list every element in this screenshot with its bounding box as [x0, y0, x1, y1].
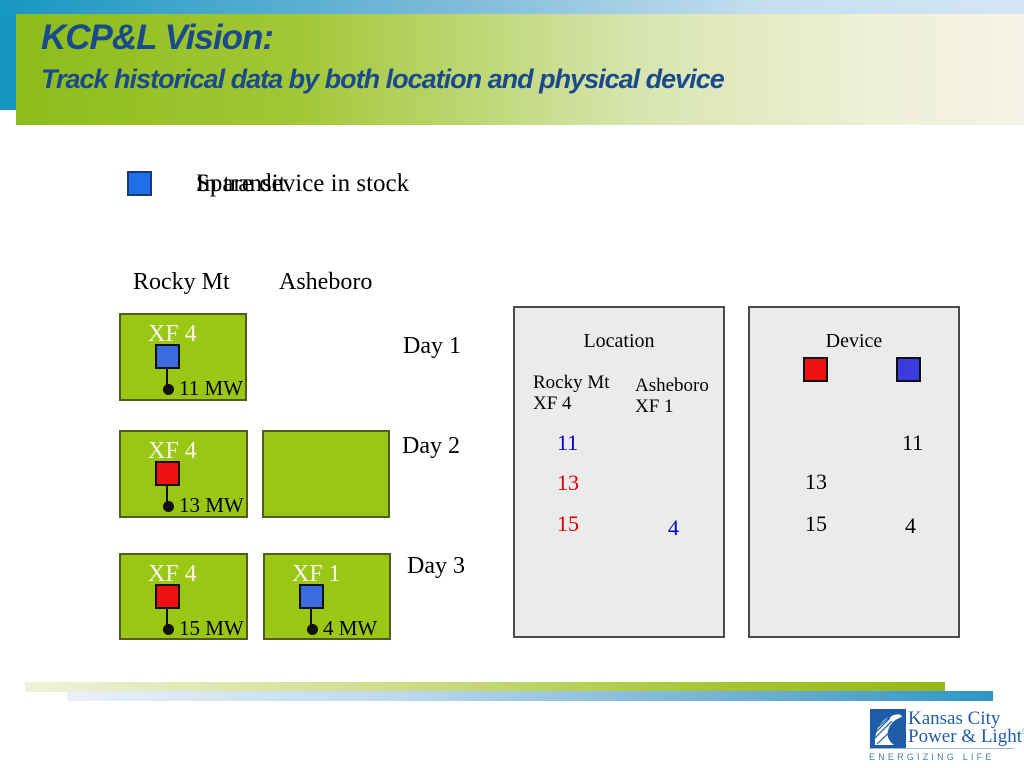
- connector-line: [166, 486, 168, 503]
- load-value: 15 MW: [179, 616, 244, 640]
- day-1-label: Day 1: [403, 333, 461, 359]
- title-banner: [16, 14, 1024, 125]
- substation-box-day3-rocky: XF 4 15 MW: [119, 553, 248, 640]
- location-value: 15: [557, 511, 579, 536]
- connector-dot-icon: [163, 501, 174, 512]
- load-value: 11 MW: [179, 376, 243, 400]
- slide-title: KCP&L Vision:: [41, 18, 274, 57]
- location-value: 4: [668, 515, 679, 540]
- device-history-panel: Device 11 13 15 4: [748, 306, 960, 638]
- logo-text-line1: Kansas City: [908, 708, 1001, 729]
- day-2-label: Day 2: [402, 433, 460, 459]
- location-value: 13: [557, 470, 579, 495]
- device-value: 4: [905, 513, 916, 538]
- location-col1-header: Rocky Mt XF 4: [533, 372, 610, 414]
- spare-device-square-icon: [896, 357, 921, 382]
- in-service-device-square-icon: [155, 461, 180, 486]
- footer-blue-bar: [67, 691, 993, 701]
- transformer-label: XF 4: [148, 561, 197, 587]
- lightbulb-icon: [873, 714, 902, 745]
- location-col2-header: Asheboro XF 1: [635, 375, 709, 417]
- slide-subtitle: Track historical data by both location a…: [41, 64, 725, 94]
- footer-green-bar: [25, 682, 945, 692]
- registered-mark: ®: [1022, 727, 1024, 737]
- top-accent-strip: [0, 0, 1024, 14]
- transformer-label: XF 1: [292, 561, 341, 587]
- left-accent-strip: [0, 14, 16, 110]
- location-value: 11: [557, 430, 579, 455]
- device-value: 15: [805, 511, 827, 536]
- in-service-device-square-icon: [155, 584, 180, 609]
- load-value: 4 MW: [323, 616, 378, 640]
- connector-line: [310, 609, 312, 626]
- substation-box-day1-rocky: XF 4 11 MW: [119, 313, 247, 401]
- connector-dot-icon: [163, 384, 174, 395]
- column-header-asheboro: Asheboro: [279, 269, 373, 295]
- logo-tagline: ENERGIZING LIFE: [869, 752, 995, 762]
- location-col2-line1: Asheboro: [635, 375, 709, 396]
- substation-box-day2-asheboro-empty: [262, 430, 390, 518]
- substation-box-day2-rocky: XF 4 13 MW: [119, 430, 248, 518]
- connector-dot-icon: [307, 624, 318, 635]
- device-value: 11: [902, 430, 924, 455]
- transformer-label: XF 4: [148, 438, 197, 464]
- spare-device-square-icon: [155, 344, 180, 369]
- connector-line: [166, 609, 168, 626]
- day-3-label: Day 3: [407, 553, 465, 579]
- location-history-panel: Location Rocky Mt XF 4 Asheboro XF 1 11 …: [513, 306, 725, 638]
- device-panel-title: Device: [825, 330, 883, 352]
- logo-text-line2: Power & Light®: [908, 726, 1024, 748]
- substation-box-day3-asheboro: XF 1 4 MW: [263, 553, 391, 640]
- logo-divider-line: [869, 748, 1014, 749]
- spare-device-square-icon: [299, 584, 324, 609]
- location-col1-line2: XF 4: [533, 393, 572, 414]
- legend-label-spare-in-stock: Spare device in stock: [196, 170, 410, 197]
- location-col1-line1: Rocky Mt: [533, 372, 610, 393]
- connector-line: [166, 369, 168, 386]
- legend-label-in-transit: In transit: [196, 170, 286, 197]
- in-service-device-square-icon: [803, 357, 828, 382]
- column-header-rocky-mt: Rocky Mt: [133, 269, 230, 295]
- logo-text-line2-text: Power & Light: [908, 726, 1022, 747]
- transformer-label: XF 4: [148, 321, 197, 347]
- spare-device-swatch-icon: [127, 171, 152, 196]
- kcpl-logo-icon: [870, 709, 906, 749]
- location-panel-title: Location: [583, 330, 655, 352]
- location-col2-line2: XF 1: [635, 396, 674, 417]
- connector-dot-icon: [163, 624, 174, 635]
- device-value: 13: [805, 469, 827, 494]
- load-value: 13 MW: [179, 493, 244, 517]
